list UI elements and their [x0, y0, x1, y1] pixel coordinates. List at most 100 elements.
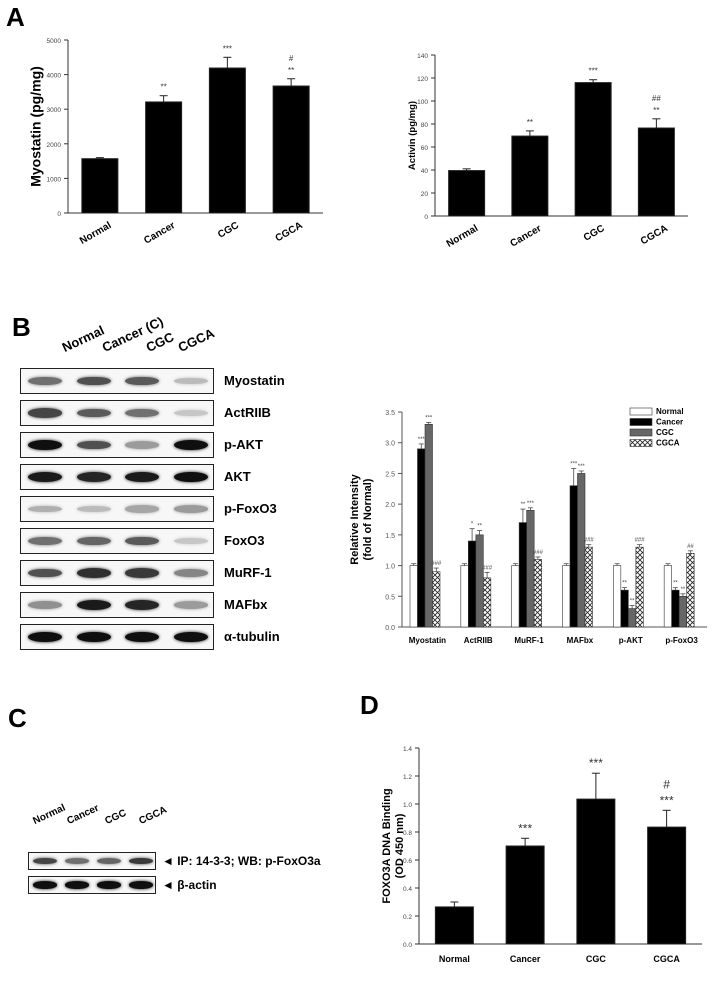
y-tick-label: 2000 — [47, 142, 62, 149]
blot-row-label: MAFbx — [224, 597, 268, 613]
blot-row-label: FoxO3 — [224, 533, 265, 549]
blot-strip — [20, 400, 214, 426]
protein-band — [28, 568, 63, 578]
protein-band — [173, 601, 208, 609]
x-tick-label: MuRF-1 — [514, 636, 544, 645]
protein-band — [76, 568, 111, 578]
bar-cgca — [483, 577, 492, 628]
protein-band — [173, 569, 208, 577]
blot-row-label: ActRIIB — [224, 405, 271, 421]
protein-band — [28, 376, 63, 386]
bar-cancer — [620, 589, 629, 628]
y-tick-label: 140 — [417, 53, 428, 60]
significance-marker: ### — [482, 565, 493, 571]
protein-band — [65, 858, 89, 864]
y-axis-title: (fold of Normal) — [362, 478, 374, 560]
bar-cancer — [511, 135, 549, 217]
legend-swatch — [629, 439, 653, 447]
lane-label: Cancer — [65, 802, 101, 827]
protein-band — [97, 881, 121, 889]
bar-normal — [511, 565, 520, 628]
bar-cgca — [637, 127, 675, 217]
y-tick-label: 0.5 — [385, 594, 395, 601]
blot-row-label: α-tubulin — [224, 629, 280, 645]
y-tick-label: 4000 — [47, 73, 62, 80]
bar-cgc — [576, 798, 616, 945]
y-tick-label: 0.0 — [385, 625, 395, 632]
protein-band — [28, 471, 63, 483]
protein-band — [173, 631, 208, 643]
bar-cancer — [145, 101, 183, 214]
legend-label: Cancer — [656, 418, 683, 427]
y-tick-label: 3.0 — [385, 441, 395, 448]
myostatin-elisa-chart: 0 1000 2000 3000 4000 5000 Myostatin (pg/mg) No… — [28, 38, 323, 247]
bar-cancer — [505, 845, 545, 945]
significance-marker: ** — [161, 83, 167, 92]
blot-strip — [20, 624, 214, 650]
protein-band — [76, 440, 111, 450]
y-tick-label: 0 — [57, 211, 61, 218]
significance-marker: ** — [288, 66, 294, 75]
legend-label: CGC — [656, 428, 674, 437]
y-tick-label: 100 — [417, 99, 428, 106]
y-tick-label: 2.0 — [385, 502, 395, 509]
y-axis-title: Activin (pg/mg) — [407, 101, 418, 170]
legend-swatch — [629, 418, 653, 426]
protein-band — [97, 858, 121, 864]
x-tick-label: CGCA — [639, 223, 670, 247]
protein-band — [76, 599, 111, 611]
blot-strip — [28, 876, 156, 894]
significance-marker: ### — [533, 550, 544, 556]
x-tick-label: CGCA — [274, 220, 305, 244]
significance-marker: # — [289, 54, 294, 63]
lane-label: Normal — [31, 802, 68, 827]
bar-cgc — [577, 473, 586, 628]
protein-band — [33, 881, 57, 889]
significance-marker: ** — [653, 106, 659, 115]
blot-row-label: p-FoxO3 — [224, 501, 277, 517]
y-tick-label: 5000 — [47, 38, 62, 45]
legend-swatch — [629, 407, 653, 416]
significance-marker: ** — [622, 581, 627, 587]
y-tick-label: 0.4 — [403, 886, 412, 893]
bar-cancer — [468, 540, 477, 628]
protein-band — [125, 536, 160, 546]
protein-band — [125, 471, 160, 483]
protein-band — [28, 505, 63, 513]
x-tick-label: Normal — [445, 223, 481, 250]
protein-band — [125, 441, 160, 449]
bar-cancer — [417, 448, 426, 628]
bar-cgc — [208, 67, 246, 214]
blot-strip — [28, 852, 156, 870]
significance-marker: ### — [431, 561, 442, 567]
protein-band — [125, 505, 160, 513]
x-tick-label: Cancer — [142, 220, 177, 247]
protein-band — [28, 536, 63, 546]
legend-swatch — [629, 428, 653, 437]
protein-band — [28, 408, 63, 418]
protein-band — [76, 376, 111, 386]
protein-band — [125, 600, 160, 610]
significance-marker: *** — [588, 67, 597, 76]
x-tick-label: Myostatin — [409, 636, 446, 645]
y-axis-title: Relative Intensity — [349, 473, 361, 564]
blot-strip — [20, 496, 214, 522]
x-tick-label: Cancer — [509, 223, 544, 250]
significance-marker: ** — [521, 502, 526, 508]
lane-label: CGCA — [137, 804, 169, 827]
x-tick-label: MAFbx — [567, 636, 594, 645]
bar-normal — [434, 906, 474, 945]
bar-cgca — [272, 85, 310, 214]
protein-band — [173, 505, 208, 513]
y-tick-label: 40 — [421, 168, 429, 175]
significance-marker: *** — [570, 462, 578, 468]
significance-marker: *** — [425, 415, 433, 421]
y-tick-label: 0 — [424, 214, 428, 221]
protein-band — [125, 408, 160, 418]
blot-strip — [20, 464, 214, 490]
y-tick-label: 1.0 — [403, 802, 412, 809]
blot-strip — [20, 432, 214, 458]
bar-cgc — [574, 82, 612, 217]
bar-cancer — [569, 485, 578, 628]
relative-intensity-chart: 0.0 0.5 1.0 1.5 2.0 2.5 3.0 3.5 Relative Intensi… — [349, 407, 707, 645]
